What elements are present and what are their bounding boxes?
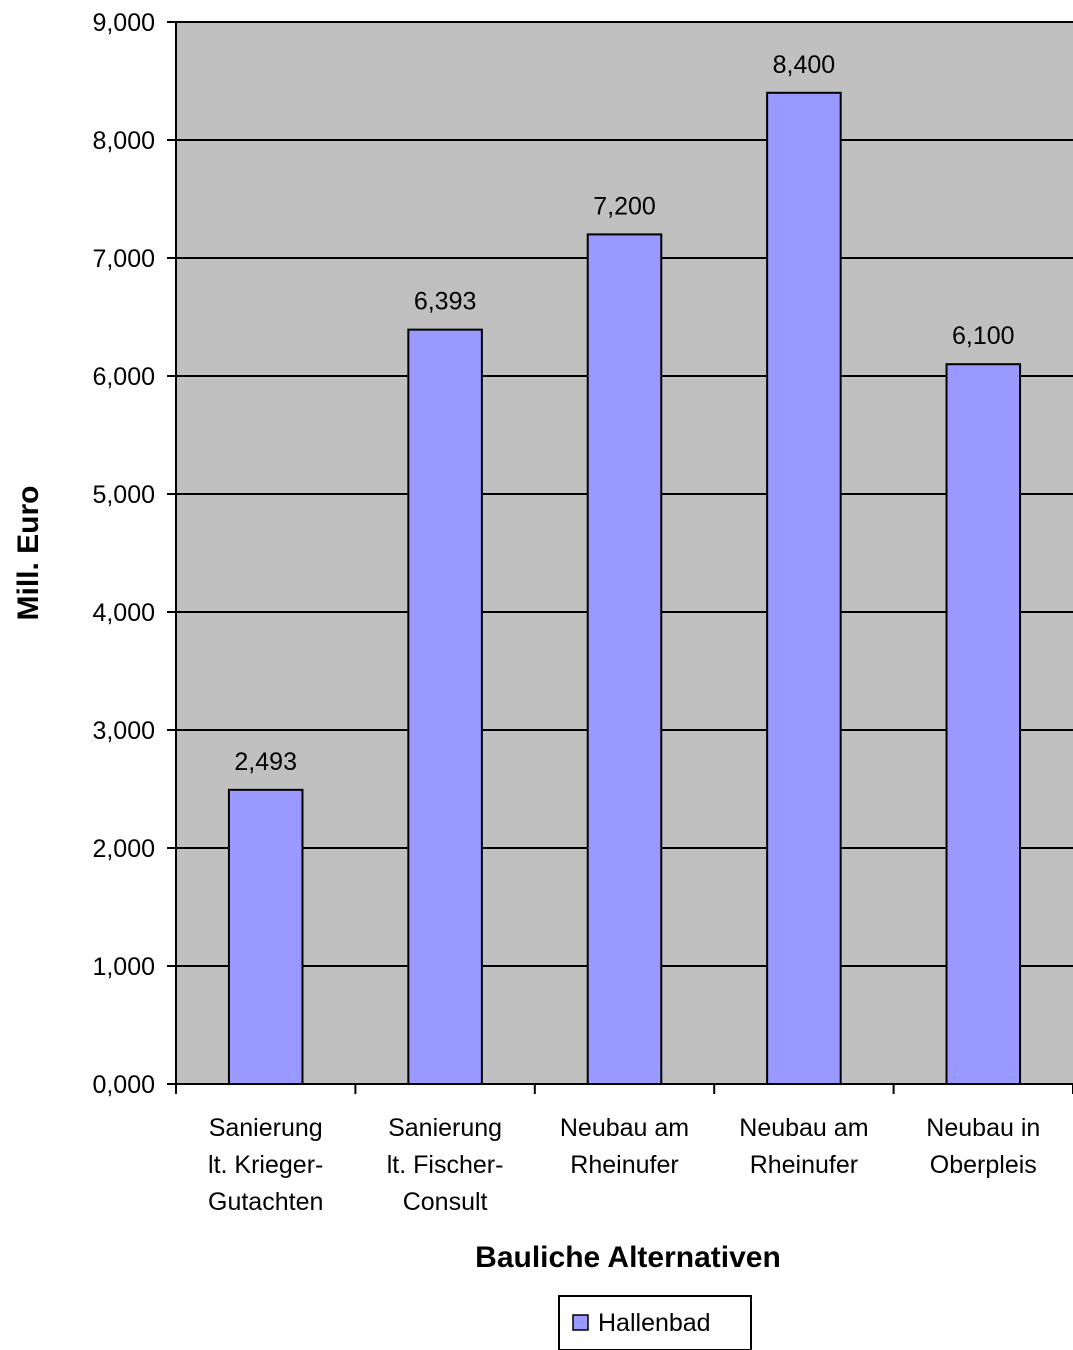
- x-category-label: Neubau am: [739, 1114, 868, 1142]
- y-tick-label: 6,000: [92, 363, 155, 391]
- legend-box: [558, 1295, 752, 1350]
- y-tick-label: 3,000: [92, 717, 155, 745]
- x-category-label: Consult: [403, 1188, 488, 1216]
- data-label: 6,393: [414, 288, 477, 316]
- legend-swatch: [572, 1314, 589, 1331]
- y-tick-label: 9,000: [92, 9, 155, 37]
- legend: Hallenbad: [558, 1295, 752, 1350]
- data-label: 2,493: [234, 748, 297, 776]
- x-category-label: Rheinufer: [750, 1151, 858, 1179]
- axes: [167, 21, 1073, 1094]
- bar: [586, 233, 663, 1085]
- bar: [945, 363, 1022, 1085]
- x-axis-title: Bauliche Alternativen: [475, 1241, 781, 1274]
- y-tick-labels: 0,000 1,000 2,000 3,000 4,000 5,000 6,000 7,000…: [92, 9, 155, 1099]
- x-category-label: lt. Krieger-: [208, 1151, 323, 1179]
- bar: [766, 91, 842, 1086]
- x-category-label: Rheinufer: [570, 1151, 678, 1179]
- data-label: 7,200: [593, 192, 656, 220]
- x-category-label: Gutachten: [208, 1188, 323, 1216]
- y-tick-label: 4,000: [92, 599, 155, 627]
- data-label: 8,400: [773, 51, 836, 79]
- x-category-labels: Sanierung lt. Krieger- Gutachten Sanierung l…: [208, 1114, 1040, 1216]
- y-tick-label: 7,000: [92, 245, 155, 273]
- x-category-label: lt. Fischer-: [387, 1151, 504, 1179]
- x-category-label: Neubau am: [560, 1114, 689, 1142]
- bar: [227, 788, 304, 1085]
- y-tick-label: 2,000: [92, 835, 155, 863]
- x-category-label: Neubau in: [926, 1114, 1040, 1142]
- legend-label-hallenbad: Hallenbad: [598, 1309, 711, 1337]
- y-tick-label: 1,000: [92, 953, 155, 981]
- y-axis-title: Mill. Euro: [12, 486, 45, 621]
- bar: [407, 328, 483, 1086]
- data-label: 6,100: [952, 322, 1015, 350]
- y-tick-label: 5,000: [92, 481, 155, 509]
- x-category-label: Oberpleis: [930, 1151, 1037, 1179]
- x-category-label: Sanierung: [388, 1114, 502, 1142]
- x-category-label: Sanierung: [209, 1114, 323, 1142]
- y-tick-label: 0,000: [92, 1071, 155, 1099]
- bars: [227, 91, 1022, 1086]
- data-labels: 2,493 6,393 7,200 8,400 6,100: [234, 51, 1014, 776]
- y-tick-label: 8,000: [92, 127, 155, 155]
